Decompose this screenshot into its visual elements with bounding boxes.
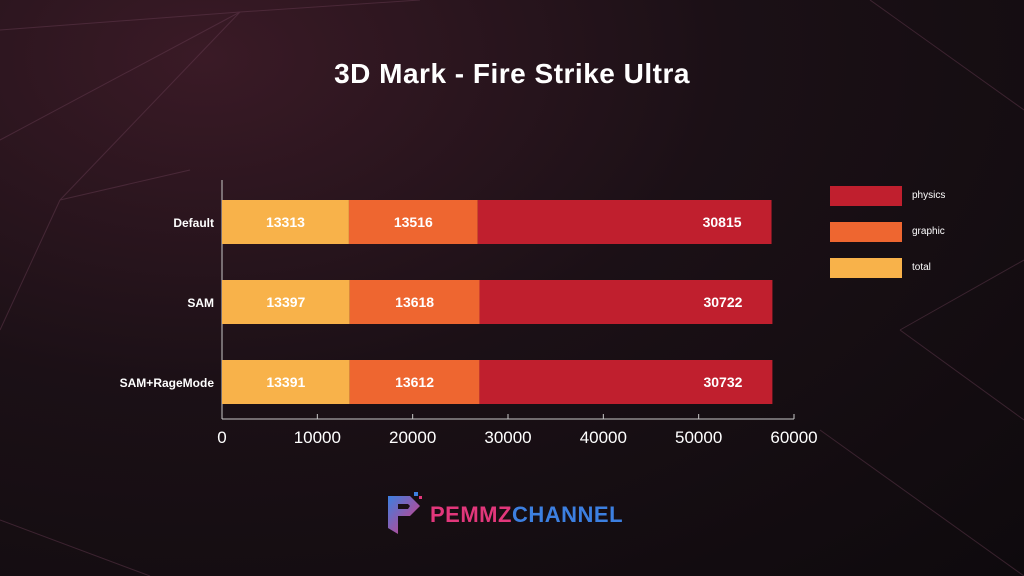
bar-total-2 (222, 360, 350, 404)
data-label-total-1: 13397 (266, 294, 305, 310)
legend-swatch-total (830, 258, 902, 278)
x-tick-label: 30000 (484, 428, 531, 447)
bar-physics-0 (477, 200, 772, 244)
legend-label-graphic: graphic (912, 226, 945, 237)
channel-name-part2: CHANNEL (511, 502, 624, 527)
channel-name-part1: PEMMZ (430, 502, 512, 527)
data-label-physics-1: 30722 (703, 294, 742, 310)
x-tick-label: 0 (217, 428, 226, 447)
bar-physics-2 (479, 360, 773, 404)
x-tick-label: 60000 (770, 428, 817, 447)
channel-name: PEMMZCHANNEL (430, 502, 623, 528)
legend-item-graphic: graphic (830, 222, 990, 258)
data-label-graphic-1: 13618 (395, 294, 434, 310)
bar-graphic-0 (348, 200, 478, 244)
pemmz-logo-icon (388, 492, 422, 534)
category-label-2: SAM+RageMode (120, 376, 215, 390)
legend-label-total: total (912, 262, 931, 273)
data-label-graphic-2: 13612 (395, 374, 434, 390)
x-tick-label: 10000 (294, 428, 341, 447)
category-label-0: Default (173, 216, 214, 230)
data-label-graphic-0: 13516 (394, 214, 433, 230)
x-tick-label: 40000 (580, 428, 627, 447)
legend-item-physics: physics (830, 186, 990, 222)
legend-label-physics: physics (912, 190, 946, 201)
chart-legend: physics graphic total (830, 186, 990, 294)
bar-total-1 (222, 280, 350, 324)
bar-total-0 (222, 200, 349, 244)
data-label-physics-2: 30732 (703, 374, 742, 390)
x-tick-label: 50000 (675, 428, 722, 447)
bar-graphic-1 (349, 280, 480, 324)
x-tick-label: 20000 (389, 428, 436, 447)
data-label-total-0: 13313 (266, 214, 305, 230)
legend-item-total: total (830, 258, 990, 294)
chart-title: 3D Mark - Fire Strike Ultra (334, 58, 690, 89)
legend-swatch-graphic (830, 222, 902, 242)
channel-logo: PEMMZCHANNEL (384, 490, 654, 540)
data-label-physics-0: 30815 (703, 214, 742, 230)
data-label-total-2: 13391 (266, 374, 305, 390)
legend-swatch-physics (830, 186, 902, 206)
bar-graphic-2 (349, 360, 480, 404)
category-label-1: SAM (187, 296, 214, 310)
bar-physics-1 (479, 280, 773, 324)
